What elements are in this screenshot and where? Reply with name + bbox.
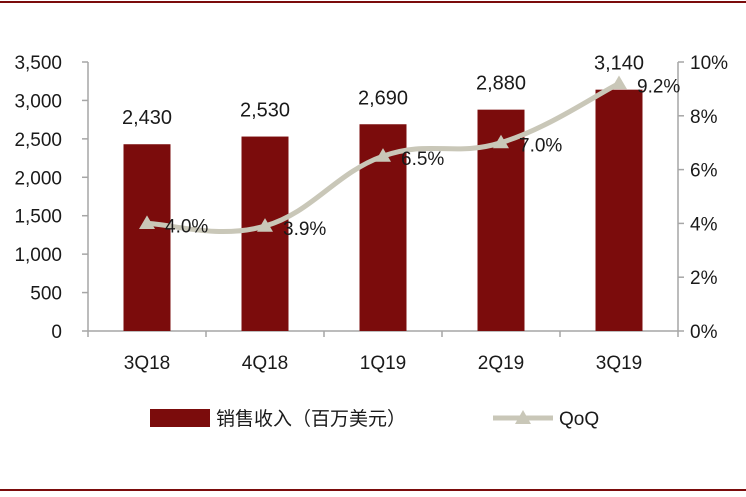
y-left-tick-label: 3,500 (14, 53, 62, 74)
y-left-tick-label: 2,500 (14, 130, 62, 151)
y-right-tick-label: 6% (690, 161, 718, 182)
y-right-tick-label: 2% (690, 268, 718, 289)
bar-value-label: 2,880 (476, 73, 526, 95)
qoq-marker (257, 218, 273, 232)
x-tick-label: 3Q18 (124, 353, 170, 374)
x-tick-label: 4Q18 (242, 353, 288, 374)
qoq-value-label: 9.2% (637, 77, 680, 98)
y-left-tick-label: 1,500 (14, 207, 62, 228)
legend-label-bar: 销售收入（百万美元） (216, 408, 406, 430)
bar-value-label: 3,140 (594, 53, 644, 75)
bar-value-label: 2,530 (240, 100, 290, 122)
y-left-tick-label: 0 (51, 322, 62, 343)
qoq-value-label: 4.0% (165, 216, 208, 237)
legend-label-line: QoQ (559, 409, 599, 430)
legend-swatch-bar (150, 409, 210, 427)
bar-value-label: 2,690 (358, 87, 408, 109)
qoq-value-label: 7.0% (519, 136, 562, 157)
axes: 0 500 1,000 1,500 2,000 2,500 3,000 3,500 0% 2% 4%… (14, 53, 728, 374)
data-labels: 2,430 2,530 2,690 2,880 3,140 4.0% 3.9% 6.5% 7.0… (122, 53, 680, 240)
bar-value-label: 2,430 (122, 107, 172, 129)
qoq-value-label: 3.9% (283, 219, 326, 240)
line-series (139, 75, 627, 234)
y-left-tick-label: 3,000 (14, 91, 62, 112)
x-tick-label: 2Q19 (478, 353, 524, 374)
bar (595, 89, 643, 331)
y-right-tick-label: 10% (690, 53, 728, 74)
x-tick-label: 3Q19 (596, 353, 642, 374)
y-right-tick-label: 8% (690, 107, 718, 128)
legend-marker-line (515, 410, 531, 424)
qoq-marker (493, 134, 509, 149)
y-left-tick-label: 2,000 (14, 168, 62, 189)
qoq-marker (375, 148, 391, 162)
bar-series (123, 89, 643, 331)
y-right-tick-label: 0% (690, 322, 718, 343)
qoq-value-label: 6.5% (401, 149, 444, 170)
qoq-marker (139, 215, 155, 229)
y-left-tick-label: 1,000 (14, 245, 62, 266)
y-left-tick-label: 500 (30, 284, 62, 305)
qoq-marker (611, 75, 627, 90)
bar (123, 144, 171, 331)
x-tick-label: 1Q19 (360, 353, 406, 374)
legend: 销售收入（百万美元） QoQ (150, 408, 599, 430)
y-right-tick-label: 4% (690, 214, 718, 235)
bar (241, 136, 289, 331)
